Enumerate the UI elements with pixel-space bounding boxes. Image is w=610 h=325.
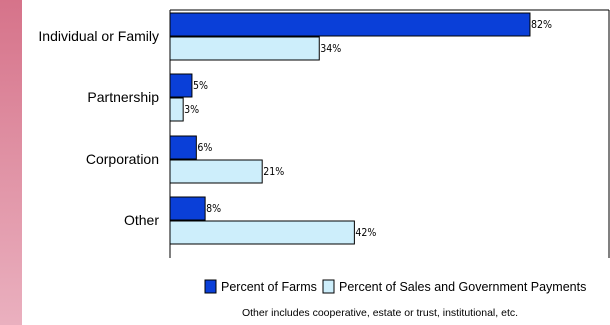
legend-swatch-percent-of-farms [204, 279, 217, 294]
bar-percent-of-farms-partnership [169, 73, 193, 98]
bar-percent-of-farms-corporation [169, 135, 197, 160]
bar-percent-of-sales-and-government-payments-individual-or-family [169, 36, 320, 61]
data-label-percent-of-sales-and-government-payments-individual-or-family: 34% [320, 43, 341, 55]
data-label-percent-of-sales-and-government-payments-partnership: 3% [184, 104, 199, 116]
plot-area: Individual or Family 82% 34% Partnership 5% 3… [38, 9, 610, 258]
legend-label-percent-of-sales-and-government-payments: Percent of Sales and Government Payments [339, 280, 586, 294]
data-label-percent-of-farms-individual-or-family: 82% [531, 19, 552, 31]
category-label-individual-or-family: Individual or Family [38, 28, 159, 44]
category-label-other: Other [124, 212, 159, 228]
bar-percent-of-sales-and-government-payments-partnership [169, 97, 184, 122]
bar-percent-of-sales-and-government-payments-corporation [169, 159, 263, 184]
data-label-percent-of-farms-corporation: 6% [197, 142, 212, 154]
data-label-percent-of-sales-and-government-payments-other: 42% [355, 227, 376, 239]
category-label-partnership: Partnership [87, 89, 159, 105]
data-label-percent-of-sales-and-government-payments-corporation: 21% [263, 166, 284, 178]
chart-footnote: Other includes cooperative, estate or tr… [242, 307, 518, 319]
data-label-percent-of-farms-other: 8% [206, 203, 221, 215]
legend: Percent of Farms Percent of Sales and Gov… [204, 279, 586, 294]
bar-percent-of-sales-and-government-payments-other [169, 220, 355, 245]
legend-label-percent-of-farms: Percent of Farms [221, 280, 317, 294]
decorative-side-stripe [0, 0, 22, 325]
category-label-corporation: Corporation [86, 151, 159, 167]
bar-percent-of-farms-individual-or-family [169, 12, 531, 37]
bar-percent-of-farms-other [169, 196, 206, 221]
legend-swatch-percent-of-sales-and-government-payments [322, 279, 335, 294]
data-label-percent-of-farms-partnership: 5% [193, 80, 208, 92]
